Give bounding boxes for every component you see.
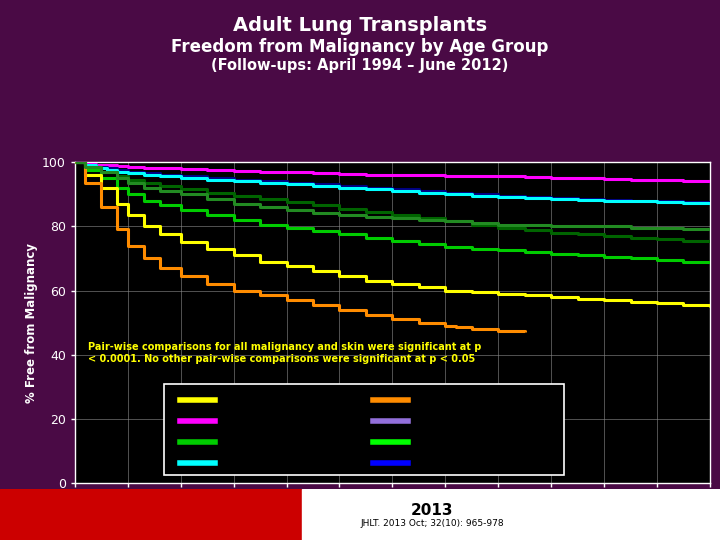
FancyBboxPatch shape — [163, 384, 564, 475]
X-axis label: Years: Years — [371, 510, 414, 523]
Bar — [302, 489, 720, 540]
Text: Adult Lung Transplants: Adult Lung Transplants — [233, 16, 487, 35]
Text: (Follow-ups: April 1994 – June 2012): (Follow-ups: April 1994 – June 2012) — [211, 58, 509, 73]
Text: 2013: 2013 — [410, 503, 454, 518]
Text: Freedom from Malignancy by Age Group: Freedom from Malignancy by Age Group — [171, 38, 549, 56]
Bar — [0, 489, 302, 540]
Text: Pair-wise comparisons for all malignancy and skin were significant at p
< 0.0001: Pair-wise comparisons for all malignancy… — [88, 342, 481, 364]
Text: JHLT. 2013 Oct; 32(10): 965-978: JHLT. 2013 Oct; 32(10): 965-978 — [360, 519, 504, 529]
Y-axis label: % Free from Malignancy: % Free from Malignancy — [24, 242, 38, 403]
